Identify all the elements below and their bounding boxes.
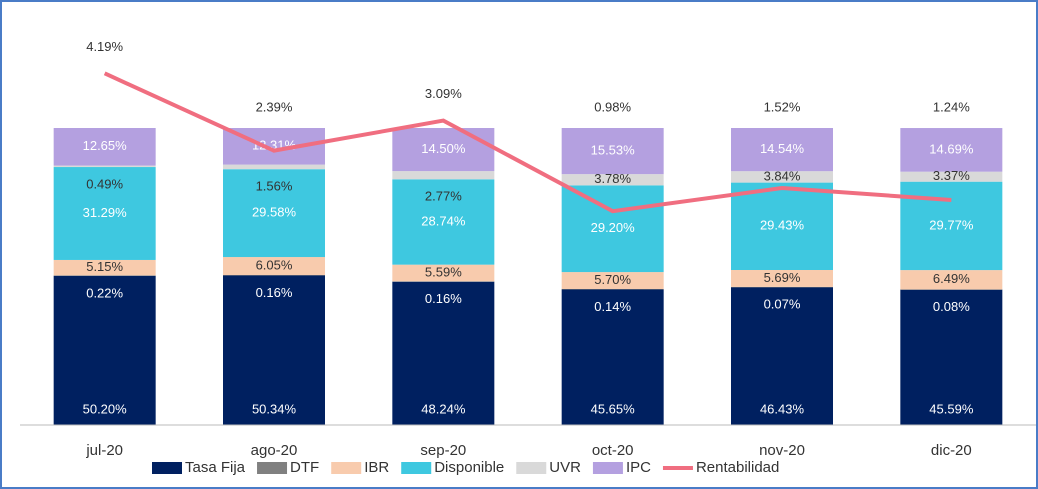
- bar-segment: [392, 179, 495, 265]
- bar-segment: [561, 272, 664, 290]
- legend-swatch: [331, 462, 362, 474]
- legend-label: Rentabilidad: [696, 459, 779, 476]
- data-label: 31.29%: [83, 205, 128, 220]
- line-label: 1.24%: [933, 99, 970, 114]
- data-label: 2.77%: [425, 189, 462, 204]
- bar-segment: [731, 287, 833, 425]
- legend-swatch: [516, 462, 547, 474]
- data-label: 15.53%: [591, 143, 636, 158]
- x-tick-label: jul-20: [85, 442, 123, 459]
- line-label: 4.19%: [86, 39, 123, 54]
- data-label: 14.54%: [760, 141, 805, 156]
- bar-segment: [561, 289, 664, 425]
- legend-label: DTF: [290, 459, 319, 476]
- data-label: 0.07%: [764, 297, 801, 312]
- bar-segment: [223, 257, 325, 276]
- data-label: 3.78%: [594, 171, 631, 186]
- bar-segment: [53, 275, 156, 425]
- bar-segment: [900, 128, 1003, 172]
- data-label: 1.56%: [256, 179, 293, 194]
- legend-swatch: [401, 462, 432, 474]
- data-label: 0.49%: [86, 176, 123, 191]
- bar-segment: [53, 128, 156, 166]
- bar-segment: [731, 128, 833, 172]
- legend-swatch: [592, 462, 623, 474]
- data-label: 50.34%: [252, 401, 297, 416]
- bar-segment: [392, 128, 495, 172]
- bar-segment: [53, 259, 156, 276]
- bar-segment: [223, 164, 325, 170]
- bar-segment: [53, 165, 156, 168]
- legend-label: Disponible: [434, 459, 504, 476]
- data-label: 29.20%: [591, 220, 636, 235]
- data-label: 45.65%: [591, 401, 636, 416]
- bar-segment: [392, 281, 495, 282]
- legend-label: Tasa Fija: [185, 459, 246, 476]
- legend-label: IPC: [626, 459, 651, 476]
- data-label: 0.16%: [425, 291, 462, 306]
- bar-segment: [900, 270, 1003, 290]
- data-label: 5.70%: [594, 272, 631, 287]
- data-label: 12.65%: [83, 138, 128, 153]
- bar-segment: [561, 289, 664, 290]
- bar-segment: [900, 289, 1003, 425]
- data-label: 48.24%: [421, 401, 466, 416]
- data-label: 3.84%: [764, 168, 801, 183]
- bar-segment: [53, 275, 156, 276]
- data-label: 29.58%: [252, 205, 297, 220]
- legend-label: IBR: [364, 459, 389, 476]
- data-label: 29.43%: [760, 218, 805, 233]
- bar-segment: [731, 182, 833, 270]
- legend-label: UVR: [549, 459, 581, 476]
- data-label: 14.50%: [421, 141, 466, 156]
- line-label: 2.39%: [256, 99, 293, 114]
- line-label: 3.09%: [425, 86, 462, 101]
- data-label: 28.74%: [421, 213, 466, 228]
- bar-segment: [53, 167, 156, 260]
- bar-segment: [223, 275, 325, 425]
- data-label: 6.05%: [256, 257, 293, 272]
- legend-swatch: [257, 462, 288, 474]
- bar-segment: [731, 171, 833, 183]
- bar-segment: [392, 264, 495, 282]
- x-tick-label: dic-20: [931, 442, 972, 459]
- bar-segment: [223, 275, 325, 276]
- data-label: 45.59%: [929, 401, 974, 416]
- data-label: 5.69%: [764, 270, 801, 285]
- bar-segment: [900, 171, 1003, 182]
- line-label: 0.98%: [594, 99, 631, 114]
- line-label: 1.52%: [764, 99, 801, 114]
- bar-segment: [731, 286, 833, 288]
- bar-segment: [561, 185, 664, 273]
- x-tick-label: nov-20: [759, 442, 805, 459]
- bar-segment: [223, 169, 325, 258]
- bar-segment: [731, 269, 833, 287]
- data-label: 0.14%: [594, 299, 631, 314]
- x-tick-label: oct-20: [592, 442, 634, 459]
- bar-segment: [392, 171, 495, 180]
- bar-segment: [392, 281, 495, 425]
- data-label: 6.49%: [933, 271, 970, 286]
- data-label: 14.69%: [929, 141, 974, 156]
- data-label: 5.59%: [425, 264, 462, 279]
- data-label: 46.43%: [760, 401, 805, 416]
- line: [103, 71, 952, 214]
- data-label: 5.15%: [86, 259, 123, 274]
- x-tick-label: sep-20: [420, 442, 466, 459]
- bar-segment: [900, 289, 1003, 290]
- data-label: 0.22%: [86, 285, 123, 300]
- bar-segment: [561, 174, 664, 186]
- legend-swatch: [152, 462, 182, 474]
- x-tick-label: ago-20: [251, 442, 298, 459]
- data-label: 0.16%: [256, 285, 293, 300]
- data-label: 0.08%: [933, 299, 970, 314]
- data-label: 29.77%: [929, 217, 974, 232]
- data-label: 50.20%: [83, 401, 128, 416]
- data-label: 3.37%: [933, 168, 970, 183]
- bar-segment: [561, 128, 664, 175]
